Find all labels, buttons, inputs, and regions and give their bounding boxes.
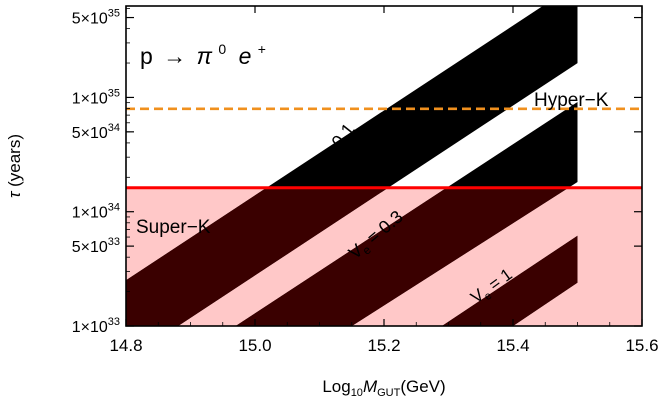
band-ve-1-excluded [235,187,569,326]
y-tick-label: 5×1034 [72,122,120,142]
title-positron: e [239,43,252,69]
band-ve-0-excluded [126,187,389,326]
title-pion-charge: 0 [218,41,226,57]
y-tick-label: 5×1033 [72,236,120,256]
y-tick-label: 1×1033 [72,316,120,336]
y-tick-label: 1×1034 [72,202,120,222]
x-tick-label: 15.6 [625,336,658,355]
x-tick-label: 15.2 [367,336,400,355]
super-k-label: Super−K [136,217,211,238]
y-tick-label: 5×1035 [72,8,120,28]
title-proton: p [140,43,153,69]
x-tick-label: 15.4 [496,336,529,355]
band-ve-2-excluded [442,235,578,326]
y-tick-label: 1×1035 [72,87,120,107]
hyper-k-label: Hyper−K [534,90,609,111]
title-pion: π [197,43,213,69]
x-axis-label: Log10MGUT(GeV) [322,377,445,399]
y-axis-ticks: 1×1033 5×1033 1×1034 5×1034 1×1035 5×1035 [72,8,642,336]
bands-group [126,6,578,326]
reaction-title: p → π 0 e + [140,33,266,69]
x-axis-ticks: 14.8 15.0 15.2 15.4 15.6 [109,6,659,355]
title-arrow: → [163,43,186,69]
x-tick-label: 15.0 [238,336,271,355]
y-axis-label: τ (years) [5,134,24,198]
title-positron-charge: + [258,41,266,57]
x-tick-label: 14.8 [109,336,142,355]
